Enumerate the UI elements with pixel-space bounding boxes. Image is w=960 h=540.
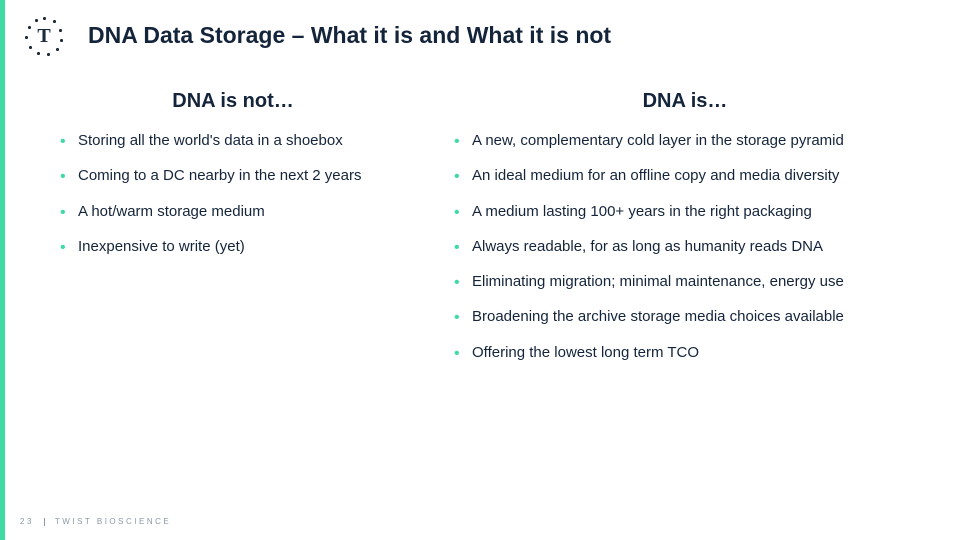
list-item: Inexpensive to write (yet) — [60, 237, 418, 257]
accent-bar — [0, 0, 5, 540]
slide-title: DNA Data Storage – What it is and What i… — [88, 22, 611, 49]
list-item: Storing all the world's data in a shoebo… — [60, 131, 418, 151]
left-column: DNA is not… Storing all the world's data… — [48, 90, 418, 378]
company-name: TWIST BIOSCIENCE — [55, 517, 171, 526]
logo-letter: T — [37, 25, 50, 48]
company-logo: T — [24, 16, 64, 56]
list-item: An ideal medium for an offline copy and … — [454, 166, 928, 186]
list-item: Eliminating migration; minimal maintenan… — [454, 272, 928, 292]
slide-footer: 23 TWIST BIOSCIENCE — [20, 517, 171, 526]
content-columns: DNA is not… Storing all the world's data… — [48, 90, 928, 378]
list-item: Always readable, for as long as humanity… — [454, 237, 928, 257]
right-column-heading: DNA is… — [442, 90, 928, 113]
left-column-heading: DNA is not… — [48, 90, 418, 113]
list-item: A medium lasting 100+ years in the right… — [454, 202, 928, 222]
list-item: A new, complementary cold layer in the s… — [454, 131, 928, 151]
list-item: Broadening the archive storage media cho… — [454, 307, 928, 327]
page-number: 23 — [20, 517, 34, 526]
list-item: A hot/warm storage medium — [60, 202, 418, 222]
right-bullet-list: A new, complementary cold layer in the s… — [442, 131, 928, 363]
list-item: Coming to a DC nearby in the next 2 year… — [60, 166, 418, 186]
left-bullet-list: Storing all the world's data in a shoebo… — [48, 131, 418, 257]
right-column: DNA is… A new, complementary cold layer … — [442, 90, 928, 378]
footer-divider — [44, 518, 45, 526]
list-item: Offering the lowest long term TCO — [454, 343, 928, 363]
